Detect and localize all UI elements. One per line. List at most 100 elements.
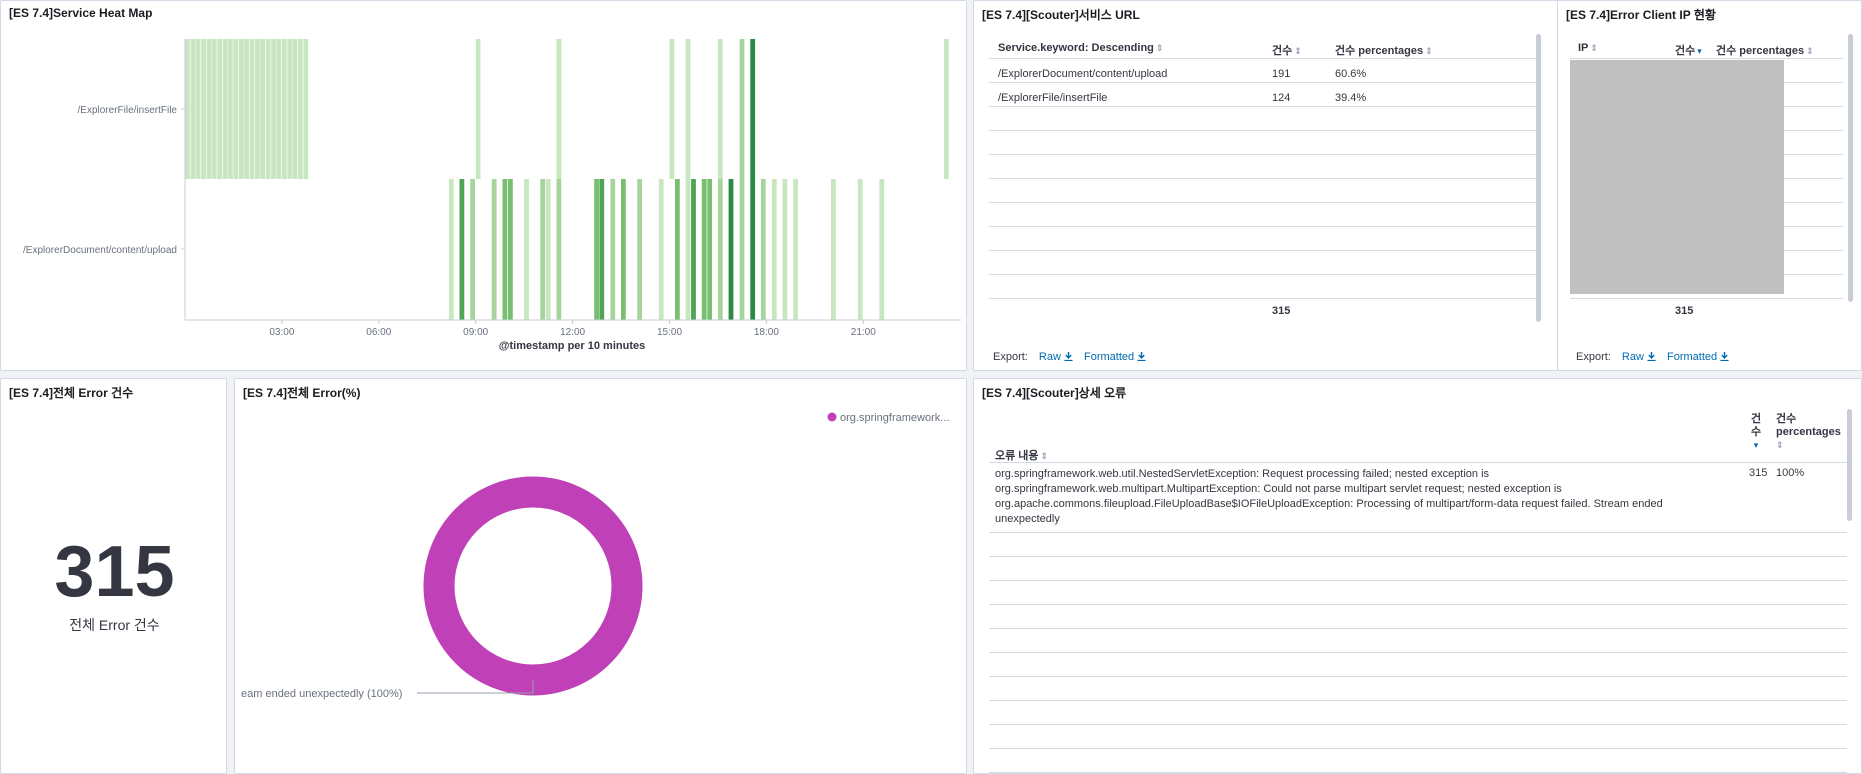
heatmap-cell[interactable] xyxy=(750,179,756,320)
heatmap-cell[interactable] xyxy=(594,179,599,320)
heatmap-cell[interactable] xyxy=(944,39,949,179)
heatmap-cell[interactable] xyxy=(685,39,691,179)
sort-icon: ⇕ xyxy=(1155,43,1164,53)
scrollbar[interactable] xyxy=(1847,409,1852,521)
legend-label[interactable]: org.springframework... xyxy=(840,412,949,424)
heatmap-cell[interactable] xyxy=(621,179,626,320)
heatmap-cell[interactable] xyxy=(233,39,239,179)
heatmap-cell[interactable] xyxy=(217,39,223,179)
heatmap-cell[interactable] xyxy=(222,39,228,179)
col-header-pct[interactable]: 건수 percentages ⇕ xyxy=(1716,42,1814,58)
heatmap-cell[interactable] xyxy=(281,39,287,179)
heatmap-cell[interactable] xyxy=(255,39,260,179)
heatmap-cell[interactable] xyxy=(728,179,734,320)
col-header-ip[interactable]: IP ⇕ xyxy=(1578,42,1598,54)
pie-slice[interactable] xyxy=(423,476,643,696)
heatmap-cell[interactable] xyxy=(637,179,642,320)
heatmap-cell[interactable] xyxy=(508,179,513,320)
heatmap-cell[interactable] xyxy=(491,179,497,320)
export-formatted-link[interactable]: Formatted xyxy=(1084,351,1146,363)
heatmap-cell[interactable] xyxy=(470,179,475,320)
heatmap-cell[interactable] xyxy=(717,179,723,320)
heatmap-cell[interactable] xyxy=(287,39,293,179)
table-divider xyxy=(989,676,1847,677)
detail-error-panel: [ES 7.4][Scouter]상세 오류 오류 내용 ⇕ 건 수 ▾ 건수 p… xyxy=(973,378,1862,774)
heatmap-cell[interactable] xyxy=(206,39,212,179)
export-raw-link[interactable]: Raw xyxy=(1039,351,1073,363)
heatmap-cell[interactable] xyxy=(303,39,309,179)
count-cell: 315 xyxy=(1749,467,1768,479)
scrollbar[interactable] xyxy=(1536,34,1541,322)
error-pie-title: [ES 7.4]전체 Error(%) xyxy=(243,386,361,400)
heatmap-cell[interactable] xyxy=(739,39,745,179)
heatmap-cell[interactable] xyxy=(298,39,303,179)
heatmap-cell[interactable] xyxy=(669,39,675,179)
col-header-content[interactable]: 오류 내용 ⇕ xyxy=(995,447,1048,463)
col-header-pct[interactable]: 건수 percentages ⇕ xyxy=(1335,42,1433,58)
heatmap-cell[interactable] xyxy=(739,179,745,320)
col-header-count[interactable]: 건 수 ▾ xyxy=(1749,413,1763,452)
service-url-panel: [ES 7.4][Scouter]서비스 URL Service.keyword… xyxy=(973,0,1559,371)
heatmap-cell[interactable] xyxy=(691,179,696,320)
heatmap-cell[interactable] xyxy=(793,179,798,320)
heatmap-cell[interactable] xyxy=(190,39,196,179)
heatmap-cell[interactable] xyxy=(556,39,562,179)
heatmap-cell[interactable] xyxy=(782,179,788,320)
heatmap-cell[interactable] xyxy=(260,39,266,179)
heatmap-cell[interactable] xyxy=(271,39,276,179)
heatmap-cell[interactable] xyxy=(879,179,885,320)
heatmap-cell[interactable] xyxy=(857,179,863,320)
heatmap-cell[interactable] xyxy=(475,39,481,179)
heatmap-cell[interactable] xyxy=(750,39,756,179)
heatmap-cell[interactable] xyxy=(201,39,206,179)
export-bar: Export: Raw Formatted xyxy=(993,351,1146,363)
heatmap-cell[interactable] xyxy=(701,179,707,320)
heatmap-title: [ES 7.4]Service Heat Map xyxy=(9,6,153,20)
error-pie-chart: eam ended unexpectedly (100%) org.spring… xyxy=(241,412,949,700)
heatmap-cell[interactable] xyxy=(717,39,723,179)
heatmap-cell[interactable] xyxy=(685,179,691,320)
error-content-line: unexpectedly xyxy=(995,513,1060,525)
sort-icon: ⇕ xyxy=(1590,43,1598,53)
heatmap-cell[interactable] xyxy=(276,39,282,179)
heatmap-cell[interactable] xyxy=(771,179,777,320)
sort-icon: ⇕ xyxy=(1776,440,1784,450)
col-header-pct[interactable]: 건수 percentages ⇕ xyxy=(1776,413,1841,452)
heatmap-cell[interactable] xyxy=(658,179,664,320)
table-divider xyxy=(989,580,1847,581)
heatmap-cell[interactable] xyxy=(228,39,233,179)
error-pie-panel: [ES 7.4]전체 Error(%) eam ended unexpected… xyxy=(234,378,967,774)
heatmap-cell[interactable] xyxy=(675,179,680,320)
heatmap-chart: /ExplorerFile/insertFile /ExplorerDocume… xyxy=(23,39,961,352)
heatmap-cell[interactable] xyxy=(249,39,255,179)
heatmap-cell[interactable] xyxy=(195,39,201,179)
table-divider xyxy=(989,556,1847,557)
col-header-service[interactable]: Service.keyword: Descending ⇕ xyxy=(998,42,1163,54)
col-header-count[interactable]: 건수 ▾ xyxy=(1675,42,1702,58)
heatmap-cell[interactable] xyxy=(448,179,454,320)
heatmap-cell[interactable] xyxy=(599,179,605,320)
scrollbar[interactable] xyxy=(1848,34,1853,302)
heatmap-cell[interactable] xyxy=(265,39,271,179)
heatmap-cell[interactable] xyxy=(459,179,465,320)
heatmap-cell[interactable] xyxy=(524,179,529,320)
heatmap-cell[interactable] xyxy=(238,39,244,179)
export-formatted-link[interactable]: Formatted xyxy=(1667,351,1729,363)
col-header-count-label-b: 수 xyxy=(1750,426,1762,438)
heatmap-cell[interactable] xyxy=(556,179,562,320)
heatmap-cell[interactable] xyxy=(185,39,190,179)
heatmap-cell[interactable] xyxy=(211,39,217,179)
heatmap-cell[interactable] xyxy=(610,179,616,320)
heatmap-cell[interactable] xyxy=(760,179,766,320)
heatmap-cell[interactable] xyxy=(244,39,249,179)
export-raw-link[interactable]: Raw xyxy=(1622,351,1656,363)
col-header-count[interactable]: 건수 ⇕ xyxy=(1272,42,1302,58)
heatmap-cell[interactable] xyxy=(502,179,508,320)
heatmap-cell[interactable] xyxy=(292,39,298,179)
heatmap-cell[interactable] xyxy=(707,179,713,320)
heatmap-cell[interactable] xyxy=(831,179,836,320)
heatmap-cell[interactable] xyxy=(540,179,546,320)
heatmap-cell[interactable] xyxy=(545,179,551,320)
heatmap-ylabel-upload: /ExplorerDocument/content/upload xyxy=(23,245,177,256)
table-divider xyxy=(989,106,1539,107)
